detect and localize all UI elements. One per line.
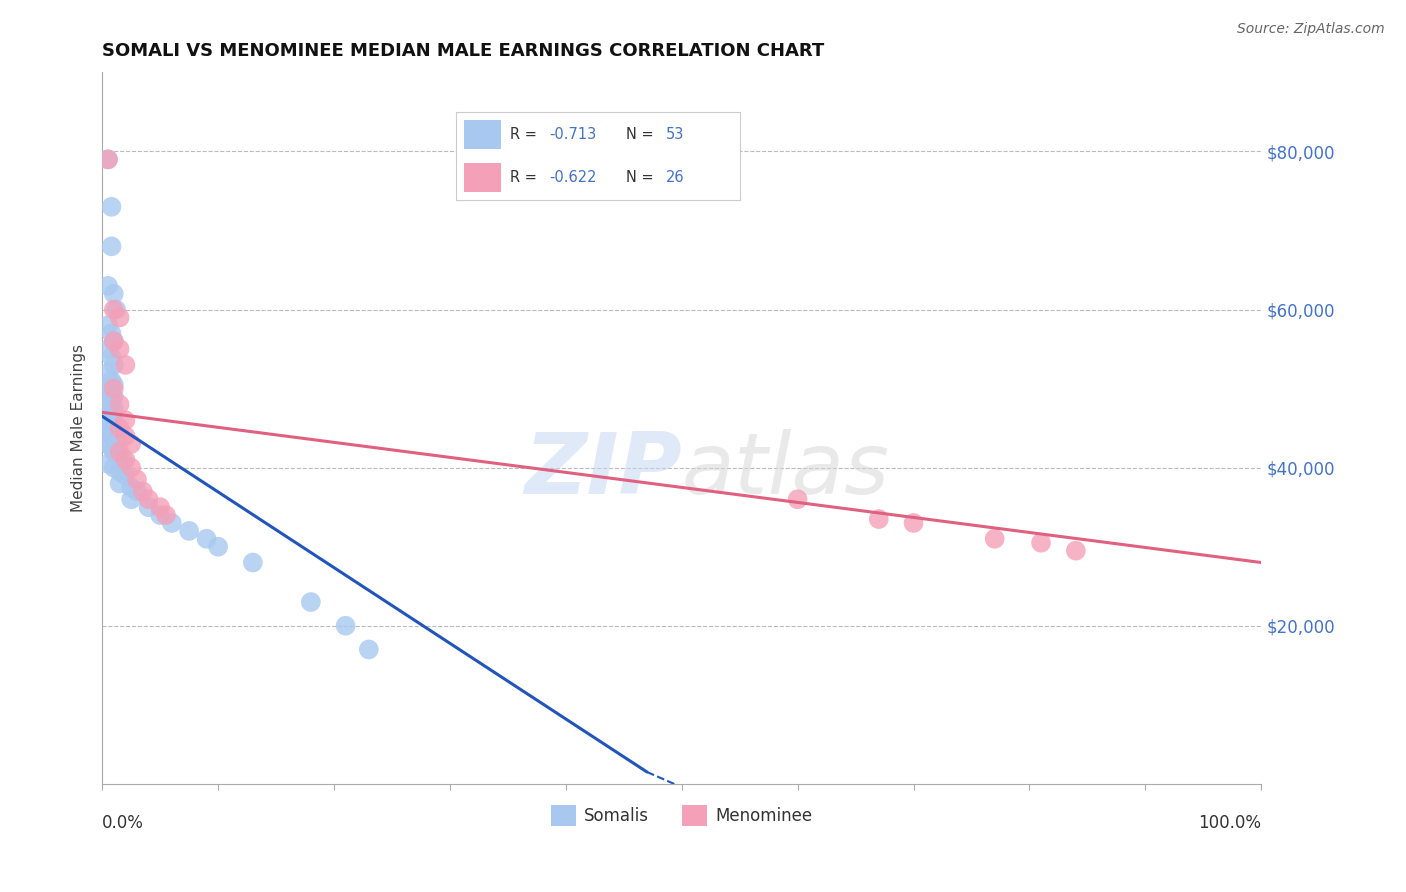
Point [108,397,131,411]
Point [114,358,136,372]
Text: atlas: atlas [682,429,890,512]
Point [120,437,142,451]
Point [100,385,122,400]
Point [108,342,131,356]
Point [97,366,120,380]
Point [103,334,125,348]
Point [97,318,120,333]
Point [100,200,122,214]
Point [97,425,120,439]
Point [149,500,172,515]
Point [112,452,135,467]
Point [103,413,125,427]
Point [97,153,120,167]
Text: 0.0%: 0.0% [103,814,143,832]
Point [132,484,155,499]
Point [120,480,142,494]
Point [1064,543,1087,558]
Point [108,449,131,463]
Point [103,377,125,392]
Point [100,350,122,364]
Point [97,393,120,408]
Point [138,492,160,507]
Point [155,508,177,522]
Point [97,437,120,451]
Point [114,468,136,483]
Point [138,500,160,515]
Point [97,278,120,293]
Point [103,390,125,404]
Text: ZIP: ZIP [524,429,682,512]
Point [103,460,125,475]
Point [97,417,120,432]
Point [103,302,125,317]
Point [105,433,128,447]
Point [100,409,122,424]
Point [983,532,1005,546]
Point [179,524,201,538]
Point [114,452,136,467]
Point [100,326,122,341]
Point [108,421,131,435]
Point [100,441,122,455]
Text: Source: ZipAtlas.com: Source: ZipAtlas.com [1237,22,1385,37]
Point [103,401,125,416]
Point [108,465,131,479]
Point [903,516,925,530]
Point [786,492,808,507]
Point [108,476,131,491]
Point [103,334,125,348]
Point [103,286,125,301]
Text: SOMALI VS MENOMINEE MEDIAN MALE EARNINGS CORRELATION CHART: SOMALI VS MENOMINEE MEDIAN MALE EARNINGS… [103,42,824,60]
Point [100,429,122,443]
Text: 100.0%: 100.0% [1198,814,1261,832]
Point [100,374,122,388]
Point [125,484,148,499]
Point [108,310,131,325]
Point [97,153,120,167]
Point [195,532,218,546]
Point [97,382,120,396]
Point [103,358,125,372]
Point [114,413,136,427]
Point [114,429,136,443]
Point [100,421,122,435]
Point [242,556,264,570]
Point [105,302,128,317]
Point [1029,535,1052,549]
Point [97,457,120,471]
Point [103,423,125,437]
Legend: Somalis, Menominee: Somalis, Menominee [544,798,820,832]
Point [103,445,125,459]
Point [125,473,148,487]
Point [97,342,120,356]
Point [160,516,183,530]
Point [207,540,229,554]
Point [97,405,120,419]
Point [120,460,142,475]
Point [120,492,142,507]
Point [357,642,380,657]
Point [100,239,122,253]
Point [299,595,322,609]
Point [100,397,122,411]
Point [108,445,131,459]
Point [335,619,357,633]
Point [149,508,172,522]
Y-axis label: Median Male Earnings: Median Male Earnings [72,344,86,512]
Point [103,382,125,396]
Point [868,512,890,526]
